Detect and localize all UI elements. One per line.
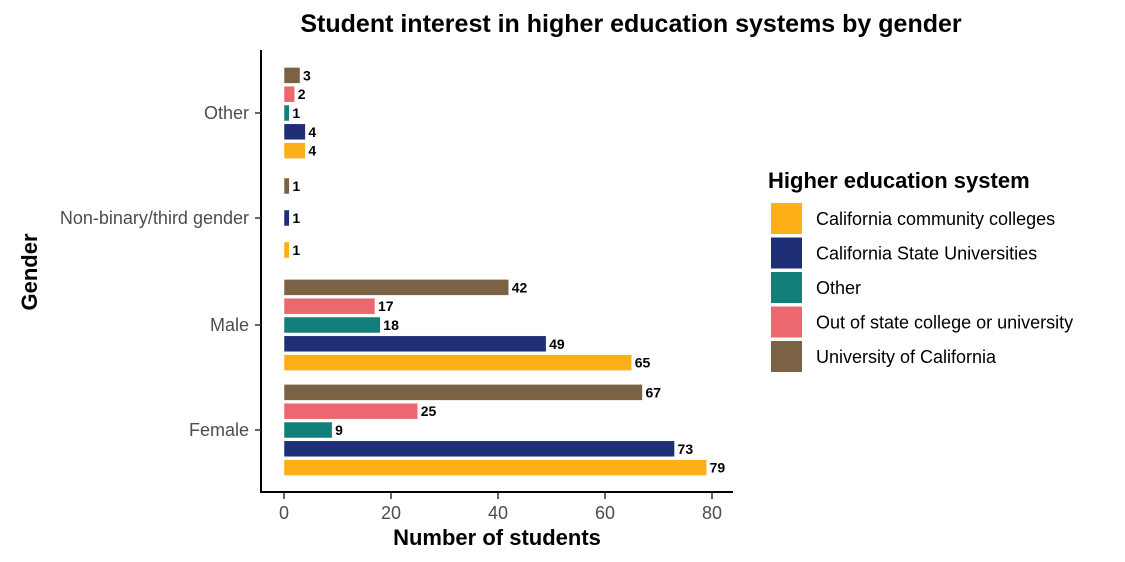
bar-non-binary-third-gender-university-of-california [283, 177, 290, 195]
legend-label: University of California [816, 347, 997, 367]
data-label: 73 [678, 441, 694, 457]
bar-other-california-community-colleges [283, 142, 306, 159]
x-tick-label: 40 [488, 503, 508, 523]
data-label: 17 [378, 298, 394, 314]
bar-male-out-of-state-college-or-university [283, 297, 376, 315]
bar-non-binary-third-gender-california-state-universities [283, 209, 290, 227]
chart-title: Student interest in higher education sys… [300, 10, 962, 38]
x-tick-label: 0 [279, 503, 289, 523]
legend-title: Higher education system [768, 168, 1030, 193]
data-label: 65 [635, 355, 651, 371]
data-label: 4 [308, 124, 316, 140]
bar-non-binary-third-gender-california-community-colleges [283, 241, 290, 259]
bar-other-other [283, 104, 290, 122]
bar-female-university-of-california [283, 384, 643, 401]
legend-swatch-other [771, 272, 802, 303]
bar-male-university-of-california [283, 279, 509, 296]
bar-male-california-state-universities [283, 335, 547, 353]
bar-male-california-community-colleges [283, 354, 632, 371]
y-tick-label: Female [189, 420, 249, 440]
x-tick-label: 80 [702, 503, 722, 523]
data-label: 18 [383, 317, 399, 333]
data-label: 1 [292, 210, 300, 226]
bar-female-california-community-colleges [283, 459, 707, 476]
legend-label: California community colleges [816, 209, 1055, 229]
bar-other-california-state-universities [283, 123, 306, 141]
x-tick-label: 60 [595, 503, 615, 523]
legend-swatch-university-of-california [771, 341, 802, 372]
bar-female-out-of-state-college-or-university [283, 402, 418, 420]
bar-female-california-state-universities [283, 440, 675, 458]
x-tick-label: 20 [381, 503, 401, 523]
data-label: 1 [292, 105, 300, 121]
data-label: 67 [645, 384, 661, 400]
bar-other-out-of-state-college-or-university [283, 85, 295, 103]
data-label: 1 [292, 178, 300, 194]
x-axis-title: Number of students [393, 525, 601, 550]
data-label: 2 [298, 86, 306, 102]
data-label: 25 [421, 403, 437, 419]
legend-swatch-out-of-state-college-or-university [771, 306, 802, 338]
data-label: 79 [710, 460, 726, 476]
bar-other-university-of-california [283, 67, 301, 84]
legend-label: California State Universities [816, 244, 1037, 264]
y-tick-label: Other [204, 103, 249, 123]
y-axis-title: Gender [17, 233, 42, 310]
bar-female-other [283, 421, 333, 439]
legend-label: Other [816, 278, 861, 298]
y-tick-label: Male [210, 315, 249, 335]
x-ticks: 0 20 40 60 80 [279, 493, 722, 523]
data-label: 9 [335, 422, 343, 438]
data-label: 49 [549, 336, 565, 352]
bar-male-other [283, 316, 381, 334]
data-label: 1 [292, 242, 300, 258]
y-ticks: Female Male Non-binary/third gender Other [60, 103, 261, 440]
legend-swatch-california-community-colleges [771, 203, 802, 234]
legend-swatch-california-state-universities [771, 237, 802, 269]
data-label: 42 [512, 279, 528, 295]
legend-label: Out of state college or university [816, 313, 1073, 333]
legend: Higher education system California commu… [768, 168, 1073, 372]
data-label: 4 [308, 143, 316, 159]
y-tick-label: Non-binary/third gender [60, 208, 249, 228]
data-label: 3 [303, 67, 311, 83]
